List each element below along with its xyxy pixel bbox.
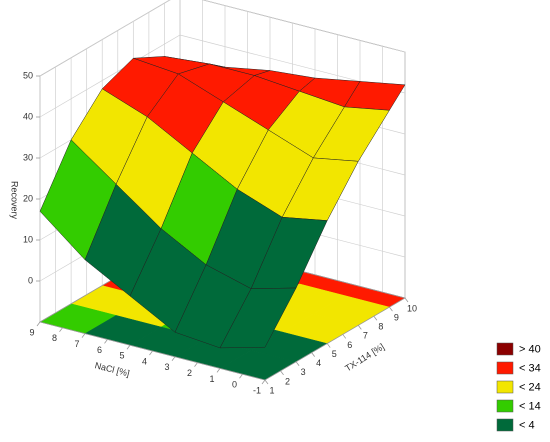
x-tick [36,321,41,327]
x-tick [59,327,63,333]
y-tick [280,370,284,376]
x-tick-label: 2 [187,368,192,378]
legend-label: < 34 [519,362,541,374]
y-tick [311,352,315,357]
y-tick-label: 3 [301,367,306,377]
y-tick [264,379,269,385]
legend-swatch [496,342,514,356]
z-tick-label: 30 [23,152,33,162]
x-tick [216,368,221,373]
y-tick-label: 2 [285,376,290,386]
y-tick-label: 6 [347,340,352,350]
x-tick-label: -1 [253,385,261,395]
x-tick-label: 6 [97,345,102,355]
y-tick-label: 5 [332,349,337,359]
y-tick-label: 7 [363,331,368,341]
z-tick-label: 20 [23,193,33,203]
legend-swatch [496,399,514,413]
legend-label: < 4 [519,419,535,431]
legend-label: > 40 [519,343,541,355]
legend-label: < 14 [519,400,541,412]
legend-label: < 24 [519,381,541,393]
z-tick-label: 40 [23,111,33,121]
legend-swatch [496,380,514,394]
y-tick [326,343,331,348]
x-tick [194,362,198,367]
x-tick-label: 7 [74,339,79,349]
x-tick [126,344,131,350]
y-tick-label: 10 [407,303,417,313]
legend-swatch [496,361,514,375]
x-tick [261,379,266,385]
surface-cell [219,287,297,349]
y-tick [358,325,362,330]
z-axis-title: Recovery [10,181,20,220]
x-tick-label: 3 [164,362,169,372]
x-tick-label: 4 [142,356,147,366]
z-tick-label: 50 [23,70,33,80]
y-tick-label: 9 [394,312,399,322]
y-tick [389,306,393,312]
grid-line [39,0,406,77]
x-tick-label: 9 [29,327,34,337]
x-tick [149,350,153,356]
x-tick [239,373,243,379]
z-tick-label: 10 [23,234,33,244]
x-tick [171,356,176,362]
y-tick-label: 8 [378,322,383,332]
y-tick [404,297,409,303]
y-tick [342,334,347,339]
z-tick-label: 0 [28,275,33,285]
x-tick-label: 5 [119,351,124,361]
y-tick [295,361,300,367]
y-tick-label: 1 [269,385,274,395]
legend-swatch [496,418,514,432]
x-tick-label: 1 [209,374,214,384]
x-tick-label: 0 [232,380,237,390]
y-tick [373,315,378,321]
x-tick [81,333,86,338]
x-tick [104,339,108,344]
x-tick-label: 8 [52,333,57,343]
y-tick-label: 4 [316,358,321,368]
x-axis-title: NaCl [%] [94,360,131,378]
